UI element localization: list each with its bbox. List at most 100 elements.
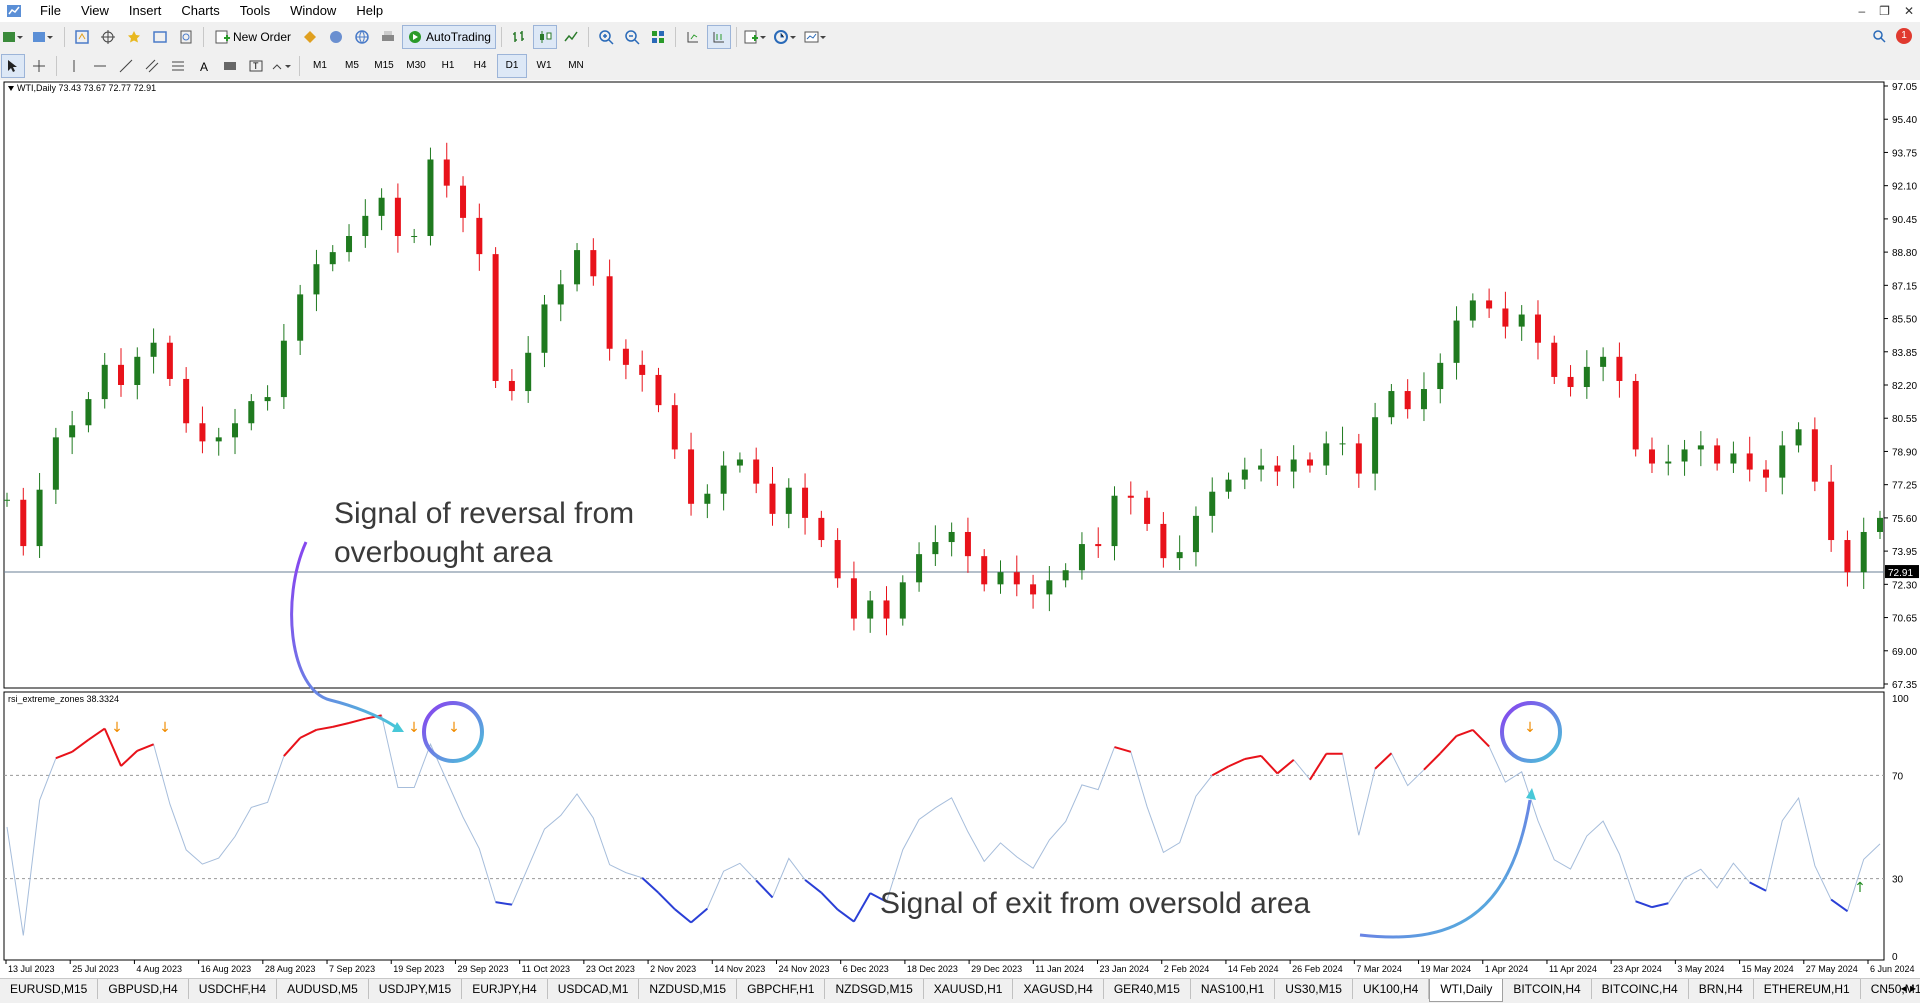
tab-scroll-arrows-icon[interactable]: ◂ ▸ (1900, 981, 1916, 995)
chart-tab[interactable]: NAS100,H1 (1191, 979, 1276, 999)
restore-icon[interactable]: ❐ (1879, 4, 1890, 18)
close-icon[interactable]: ✕ (1903, 4, 1914, 18)
date-tick-label: 23 Jan 2024 (1100, 964, 1150, 974)
menu-view[interactable]: View (80, 3, 109, 18)
templates-button[interactable] (802, 25, 830, 49)
chart-tab[interactable]: XAUUSD,H1 (924, 979, 1014, 999)
timeframe-h1[interactable]: H1 (441, 60, 455, 71)
navigator-button[interactable] (122, 25, 146, 49)
candlestick-button[interactable] (532, 24, 557, 49)
chart-tab[interactable]: NZDUSD,M15 (639, 979, 738, 999)
chart-tab[interactable]: XAGUSD,H4 (1013, 979, 1104, 999)
market-button[interactable] (350, 25, 374, 49)
text-button[interactable]: A (192, 54, 216, 78)
chart-tab[interactable]: NZDSGD,M15 (825, 979, 924, 999)
minimize-icon[interactable]: – (1858, 4, 1866, 18)
periodicity-button[interactable] (772, 25, 800, 49)
chart-tab[interactable]: UK100,H4 (1353, 979, 1430, 999)
chart-tab[interactable]: BRN,H4 (1689, 979, 1754, 999)
chart-tab[interactable]: EURJPY,H4 (462, 979, 548, 999)
data-window-button[interactable] (96, 25, 120, 49)
strategy-tester-button[interactable] (174, 25, 198, 49)
horizontal-line-button[interactable] (88, 54, 112, 78)
cursor-button[interactable] (1, 53, 25, 78)
timeframe-m1[interactable]: M1 (313, 60, 327, 71)
chart-tab[interactable]: GBPCHF,H1 (737, 979, 826, 999)
candle-body (753, 459, 760, 484)
terminal-button[interactable] (148, 25, 172, 49)
chart-tab[interactable]: USDCHF,H4 (189, 979, 278, 999)
line-chart-button[interactable] (559, 25, 583, 49)
bar-chart-button[interactable] (507, 25, 531, 49)
candle-body (671, 405, 678, 450)
chart-tab[interactable]: CN50,M15 (1861, 979, 1920, 999)
rsi-overbought-segment (103, 728, 122, 767)
auto-scroll-button[interactable] (706, 24, 731, 49)
menu-insert[interactable]: Insert (128, 3, 162, 18)
chart-shift-icon (687, 31, 698, 42)
chart-tab[interactable]: US30,M15 (1275, 979, 1353, 999)
menu-charts[interactable]: Charts (181, 3, 220, 18)
candle-body (508, 380, 515, 392)
new-chart-button[interactable] (1, 25, 29, 49)
chart-tab[interactable]: GER40,M15 (1104, 979, 1191, 999)
fibonacci-button[interactable] (166, 54, 190, 78)
chart-tab[interactable]: USDCAD,M1 (548, 979, 640, 999)
chart-tab[interactable]: BITCOINC,H4 (1592, 979, 1689, 999)
zoom-out-button[interactable] (620, 25, 644, 49)
new-order-button[interactable]: New Order (209, 25, 296, 49)
label-button[interactable] (218, 54, 242, 78)
text-label-icon: T (249, 60, 263, 71)
arrows-button[interactable] (270, 54, 294, 78)
chart-tab[interactable]: EURUSD,M15 (0, 979, 99, 999)
new-order-icon (215, 30, 230, 43)
date-tick-label: 2 Feb 2024 (1164, 964, 1210, 974)
chart-canvas[interactable]: 97.05 95.40 93.75 92.10 90.45 88.80 87.15 85.50… (0, 80, 1920, 978)
timeframe-d1[interactable]: D1 (497, 53, 527, 78)
candle-body (1290, 459, 1297, 472)
signals-button[interactable] (324, 25, 348, 49)
text-label-button[interactable]: T (244, 54, 268, 78)
crosshair-button[interactable] (27, 54, 51, 78)
print-button[interactable] (376, 25, 400, 49)
vertical-line-button[interactable] (62, 54, 86, 78)
indicators-button[interactable] (742, 25, 770, 49)
chart-tab[interactable]: ETHEREUM,H1 (1754, 979, 1861, 999)
rsi-oversold-segment (869, 892, 887, 903)
chart-shift-button[interactable] (681, 25, 705, 49)
timeframe-mn[interactable]: MN (568, 60, 584, 71)
menu-tools[interactable]: Tools (239, 3, 271, 18)
equidistant-channel-button[interactable] (140, 54, 164, 78)
price-tick-label: 69.00 (1892, 647, 1917, 658)
metaeditor-button[interactable] (298, 25, 322, 49)
timeframe-m15[interactable]: M15 (374, 60, 394, 71)
chart-tab[interactable]: AUDUSD,M5 (277, 979, 369, 999)
trendline-button[interactable] (114, 54, 138, 78)
tile-windows-button[interactable] (646, 25, 670, 49)
menu-window[interactable]: Window (290, 3, 337, 18)
market-watch-button[interactable] (70, 25, 94, 49)
indicator-tick-label: 70 (1892, 771, 1904, 782)
chart-tab[interactable]: USDJPY,M15 (369, 979, 463, 999)
candle-body (1258, 465, 1265, 470)
timeframe-h4[interactable]: H4 (473, 60, 487, 71)
profiles-button[interactable] (31, 25, 59, 49)
timeframe-m30[interactable]: M30 (406, 60, 426, 71)
timeframe-m5[interactable]: M5 (345, 60, 359, 71)
menu-help[interactable]: Help (356, 3, 384, 18)
candle-body (1795, 429, 1802, 446)
chart-window[interactable]: 97.05 95.40 93.75 92.10 90.45 88.80 87.15 85.50… (0, 80, 1920, 978)
notifications-badge[interactable]: 1 (1896, 28, 1912, 44)
chart-tab[interactable]: GBPUSD,H4 (98, 979, 189, 999)
candle-body (411, 236, 418, 238)
menu-file[interactable]: File (40, 3, 61, 18)
annotation-arrowhead-icon (392, 722, 404, 732)
search-icon[interactable] (1872, 29, 1886, 43)
chart-tab[interactable]: BITCOIN,H4 (1503, 979, 1592, 999)
chart-tab[interactable]: WTI,Daily (1429, 979, 1504, 1002)
auto-trading-button[interactable]: AutoTrading (402, 24, 496, 49)
timeframe-w1[interactable]: W1 (536, 60, 552, 71)
indicator-tick-label: 100 (1892, 694, 1909, 705)
zoom-in-button[interactable] (594, 25, 618, 49)
candle-body (1306, 459, 1313, 466)
